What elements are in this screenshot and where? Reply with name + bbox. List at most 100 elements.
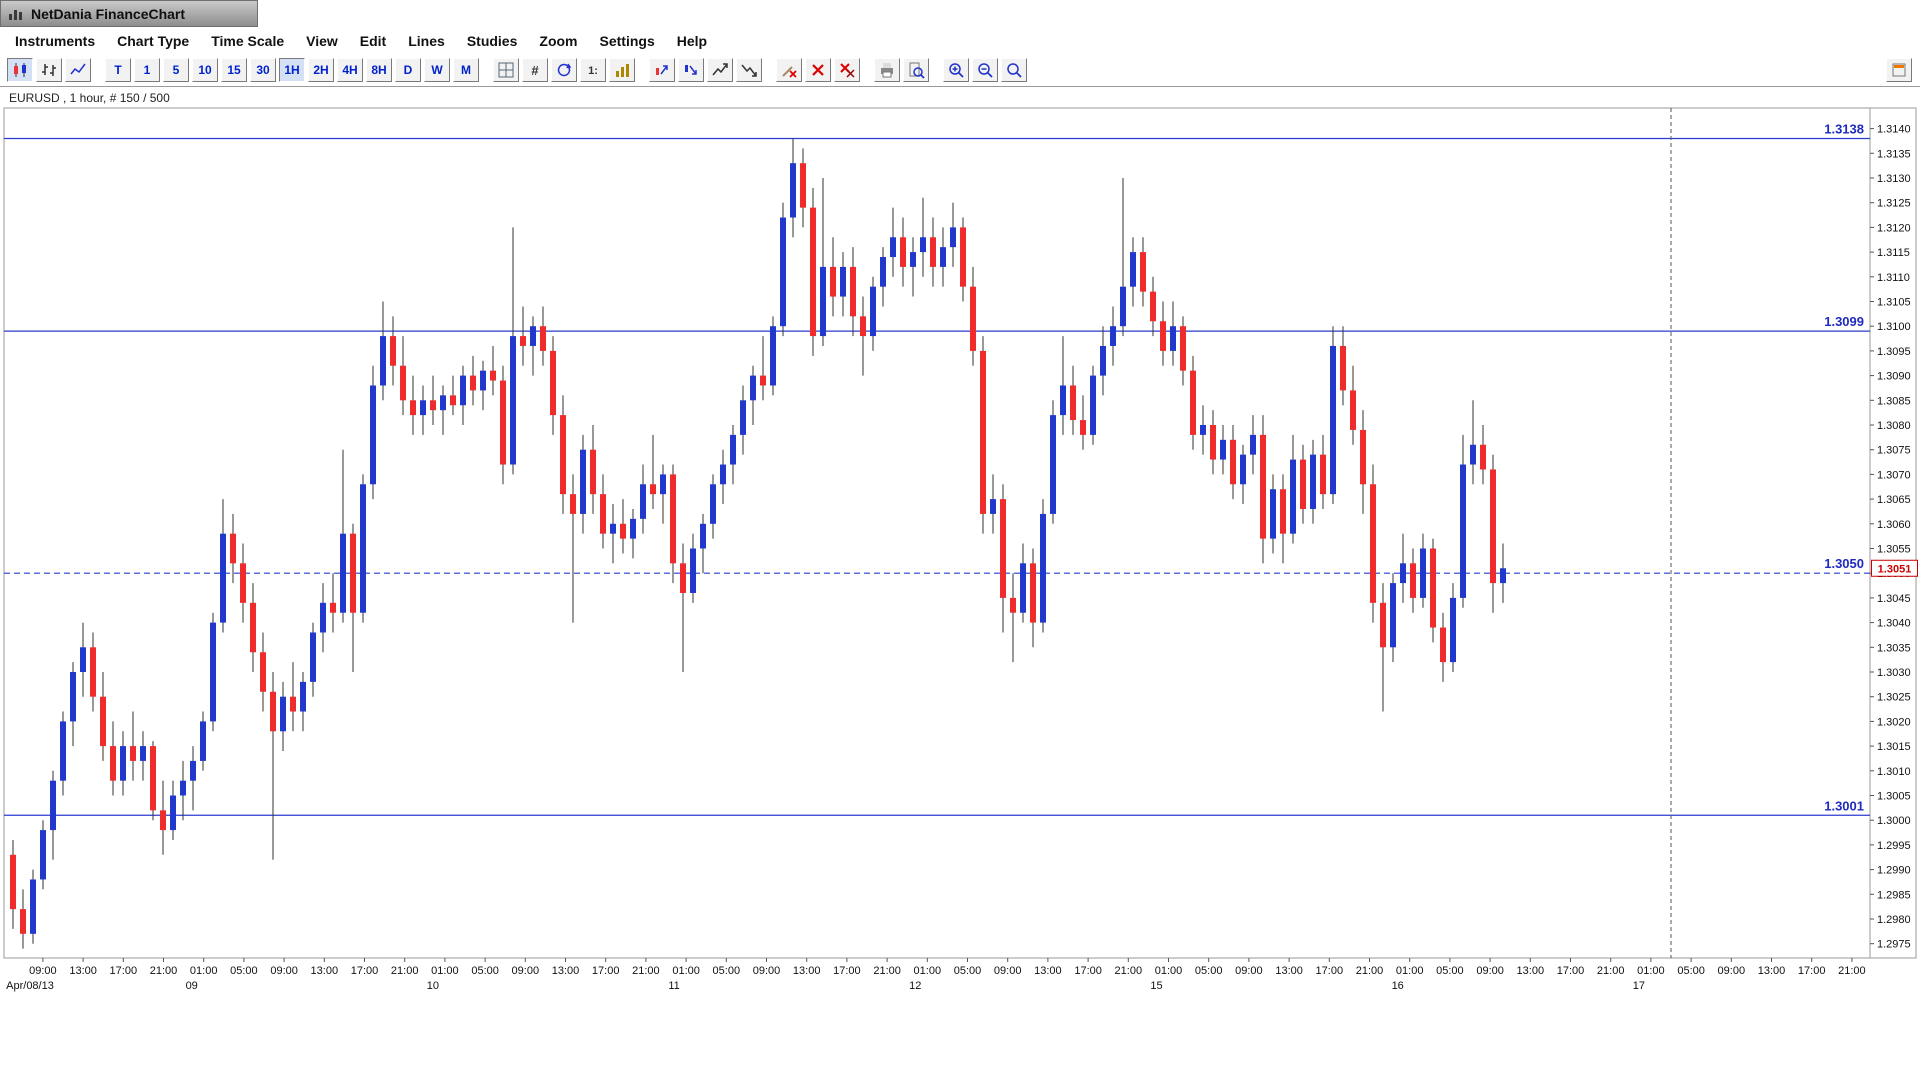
timeframe-10-button[interactable]: 10: [192, 58, 218, 82]
quote-list-panel-button[interactable]: [1886, 58, 1912, 82]
date-label: 10: [427, 980, 439, 992]
level-label: 1.3138: [1824, 121, 1864, 136]
candle: [1300, 444, 1306, 524]
candle: [360, 474, 366, 623]
timeframe-2h-button[interactable]: 2H: [308, 58, 334, 82]
candle: [690, 533, 696, 603]
remove-drawing-button[interactable]: [776, 58, 802, 82]
timeframe-label: 1: [143, 63, 151, 77]
candle: [1370, 464, 1376, 623]
menu-item-instruments[interactable]: Instruments: [15, 33, 96, 49]
grid-layout-button[interactable]: [493, 58, 519, 82]
candle: [50, 770, 56, 860]
timeframe-label: 1H: [284, 63, 300, 77]
price-tick-label: 1.3040: [1877, 618, 1911, 630]
zoom-reset-icon: [1007, 63, 1022, 78]
timeframe-d-button[interactable]: D: [395, 58, 421, 82]
candle-arrows-down-2-icon: [741, 64, 757, 77]
time-tick-label: 05:00: [954, 965, 982, 977]
menu-item-view[interactable]: View: [306, 33, 338, 49]
candle: [1290, 434, 1296, 544]
time-tick-label: 21:00: [1838, 965, 1866, 977]
time-tick-label: 09:00: [270, 965, 298, 977]
svg-text:1:: 1:: [588, 65, 598, 77]
candle: [1450, 583, 1456, 672]
candle: [290, 662, 296, 732]
zoom-reset-button[interactable]: [1001, 58, 1027, 82]
time-tick-label: 13:00: [793, 965, 821, 977]
candle: [220, 499, 226, 633]
timeframe-1h-button[interactable]: 1H: [279, 58, 305, 82]
chart-canvas[interactable]: 1.31381.30991.30501.30011.31401.31351.31…: [0, 88, 1920, 1080]
hash-grid-button[interactable]: #: [522, 58, 548, 82]
quote-list-panel-icon: [1892, 63, 1906, 77]
window-titlebar[interactable]: NetDania FinanceChart: [0, 0, 258, 27]
window-title: NetDania FinanceChart: [31, 5, 186, 22]
volume-study-button[interactable]: [609, 58, 635, 82]
timeframe-30-button[interactable]: 30: [250, 58, 276, 82]
candle-arrows-down-2-button[interactable]: [736, 58, 762, 82]
candle: [200, 711, 206, 771]
candle: [1010, 573, 1016, 663]
menu-item-chart-type[interactable]: Chart Type: [117, 33, 190, 49]
candle: [1060, 336, 1066, 435]
candle: [1440, 612, 1446, 682]
delete-all-button[interactable]: [834, 58, 860, 82]
ohlc-bar-chart-button[interactable]: [36, 58, 62, 82]
time-tick-label: 09:00: [512, 965, 540, 977]
toolbar-separator: [932, 70, 940, 71]
menu-item-time-scale[interactable]: Time Scale: [211, 33, 285, 49]
menu-item-lines[interactable]: Lines: [408, 33, 445, 49]
menu-item-help[interactable]: Help: [676, 33, 708, 49]
candle: [510, 227, 516, 475]
candle-arrows-up-button[interactable]: [649, 58, 675, 82]
price-tick-label: 1.2995: [1877, 840, 1911, 852]
print-button[interactable]: [874, 58, 900, 82]
candle: [990, 474, 996, 534]
candlestick-chart-button[interactable]: [7, 58, 33, 82]
price-tick-label: 1.3035: [1877, 642, 1911, 654]
candle: [210, 612, 216, 732]
price-tick-label: 1.3120: [1877, 222, 1911, 234]
candle: [800, 148, 806, 228]
candle: [860, 296, 866, 376]
timeframe-4h-button[interactable]: 4H: [337, 58, 363, 82]
timeframe-8h-button[interactable]: 8H: [366, 58, 392, 82]
candle: [730, 425, 736, 485]
timeframe-1-button[interactable]: 1: [134, 58, 160, 82]
chart-area[interactable]: 1.3138 1.3099 1.3050 1.3001 1.3140 1.3135 1.31…: [0, 88, 1920, 1080]
refresh-button[interactable]: [551, 58, 577, 82]
menu-item-settings[interactable]: Settings: [599, 33, 655, 49]
toolbar-separator: [1030, 70, 1038, 71]
candle: [580, 434, 586, 534]
candle: [1460, 434, 1466, 608]
line-chart-button[interactable]: [65, 58, 91, 82]
price-scale-button[interactable]: 1:: [580, 58, 606, 82]
candle: [1500, 543, 1506, 603]
zoom-in-button[interactable]: [943, 58, 969, 82]
timeframe-w-button[interactable]: W: [424, 58, 450, 82]
candle: [650, 434, 656, 509]
timeframe-label: 10: [198, 63, 212, 77]
timeframe-15-button[interactable]: 15: [221, 58, 247, 82]
candle: [420, 385, 426, 435]
menu-item-studies[interactable]: Studies: [466, 33, 518, 49]
time-tick-label: 17:00: [1557, 965, 1585, 977]
timeframe-t-button[interactable]: T: [105, 58, 131, 82]
zoom-out-button[interactable]: [972, 58, 998, 82]
candle-arrows-down-button[interactable]: [678, 58, 704, 82]
candle-arrows-up-2-button[interactable]: [707, 58, 733, 82]
print-preview-button[interactable]: [903, 58, 929, 82]
timeframe-5-button[interactable]: 5: [163, 58, 189, 82]
menu-item-edit[interactable]: Edit: [359, 33, 387, 49]
candle: [970, 266, 976, 366]
candle: [1160, 301, 1166, 366]
timeframe-label: W: [431, 63, 443, 77]
delete-cross-button[interactable]: [805, 58, 831, 82]
date-label: 11: [668, 980, 679, 992]
current-price-label: 1.3051: [1878, 563, 1912, 575]
timeframe-m-button[interactable]: M: [453, 58, 479, 82]
candle: [600, 474, 606, 549]
time-tick-label: 17:00: [1074, 965, 1102, 977]
menu-item-zoom[interactable]: Zoom: [539, 33, 578, 49]
